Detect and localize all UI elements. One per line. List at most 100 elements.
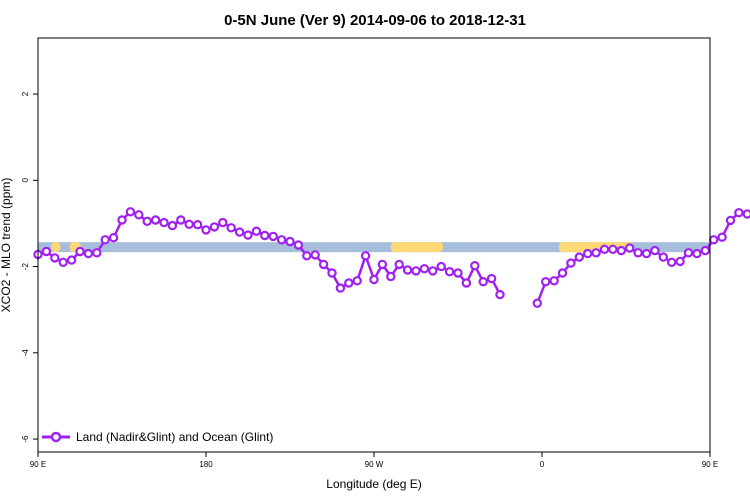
data-point [641,248,652,259]
data-point [428,266,438,276]
data-point [574,252,585,262]
data-point [470,261,480,271]
legend-label: Land (Nadir&Glint) and Ocean (Glint) [76,430,273,444]
data-point [700,245,711,256]
data-point [150,215,161,225]
legend-marker-swatch [50,431,62,443]
data-point [92,248,102,258]
data-point [218,217,228,228]
x-tick-label: 0 [540,460,545,469]
data-point [486,273,497,284]
y-axis: 2 0 -2 -4 -6 [21,91,38,443]
data-point [725,215,736,226]
data-point [360,251,371,261]
y-tick-label: -2 [21,262,30,270]
surface-band-ocean [38,242,710,253]
data-point [591,248,601,258]
data-point [335,283,346,293]
data-point [419,264,430,274]
data-point [411,266,421,276]
data-point [184,219,194,229]
data-point [675,256,685,267]
data-point [717,232,727,242]
chart-title: 0-5N June (Ver 9) 2014-09-06 to 2018-12-… [224,12,526,29]
data-point [58,257,68,267]
data-point [444,267,455,277]
surface-band-land [51,242,61,253]
data-point [50,253,60,263]
data-point [243,230,253,240]
data-point [125,207,136,217]
data-point [344,278,354,288]
data-point [616,245,627,256]
data-point [108,232,119,243]
data-point [192,219,203,230]
x-axis: 90 E 180 90 W 0 90 E [30,452,718,469]
data-point [142,216,152,226]
data-point [495,289,505,300]
data-point [100,235,110,245]
surface-band-land [390,242,444,253]
data-point [41,246,52,257]
data-point [201,225,211,235]
data-point [633,248,643,258]
data-point [386,271,396,282]
legend: Land (Nadir&Glint) and Ocean (Glint) [42,430,273,444]
data-point [683,248,694,258]
data-point [83,248,94,259]
data-point [352,276,362,286]
data-point [532,298,543,308]
data-point [734,207,744,218]
data-point [583,248,593,259]
x-axis-label: Longitude (deg E) [326,477,421,491]
data-point [478,277,488,287]
x-tick-label: 90 E [702,460,718,469]
data-point [599,244,610,254]
data-point [226,223,236,233]
data-point [167,220,178,231]
data-point [557,268,568,278]
data-point [541,277,551,287]
data-point [276,235,287,245]
series-line [536,211,750,304]
y-tick-label: 0 [21,178,30,183]
data-point [436,261,446,272]
data-point [268,231,278,242]
data-point [369,274,379,285]
plot-area [33,37,750,453]
data-point [650,245,660,256]
data-point [566,258,576,268]
data-point [709,235,719,245]
data-point [625,243,635,253]
data-point [453,268,463,278]
data-point [285,236,295,247]
data-point [402,265,413,275]
y-axis-label: XCO2 - MLO trend (ppm) [0,178,13,313]
series-line [37,210,502,296]
data-point [251,226,262,236]
data-point [742,209,750,219]
x-tick-label: 90 E [30,460,46,469]
data-point [209,222,220,232]
data-point [293,240,304,250]
data-point [134,210,144,220]
data-point [377,259,388,270]
data-point [667,257,677,267]
data-point [394,259,404,270]
data-point [461,278,472,288]
data-point [318,259,329,270]
data-point [327,268,337,278]
data-point [176,215,186,225]
data-point [692,248,702,259]
data-point [658,252,669,262]
data-point [608,244,618,254]
y-tick-label: -6 [21,435,30,443]
x-tick-label: 180 [199,460,213,469]
data-point [260,230,270,241]
data-point [75,246,85,257]
x-tick-label: 90 W [365,460,384,469]
data-point [302,251,312,261]
y-tick-label: -4 [21,349,30,357]
data-point [234,227,245,237]
